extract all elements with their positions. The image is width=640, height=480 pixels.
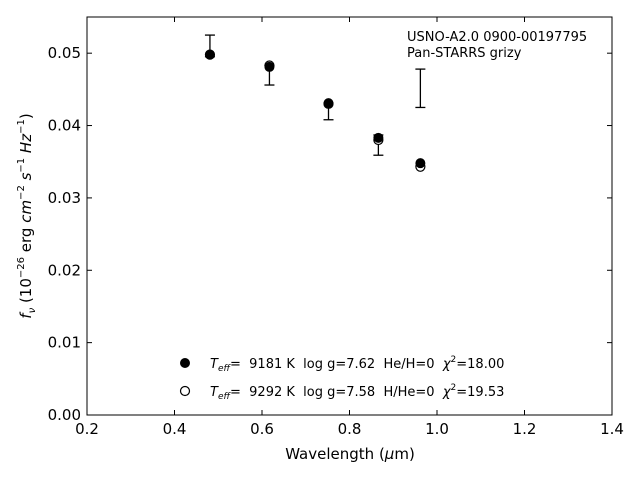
- annotation-block: USNO-A2.0 0900-00197795 Pan-STARRS grizy: [407, 30, 587, 61]
- annotation-line-1: USNO-A2.0 0900-00197795: [407, 30, 587, 45]
- y-tick-label: 0.00: [48, 406, 81, 424]
- x-tick-label: 1.2: [513, 420, 537, 438]
- plot-frame: [86, 16, 613, 416]
- model-point-filled: [264, 61, 275, 72]
- x-tick-label: 0.4: [163, 420, 187, 438]
- legend-entry-1: Teff= 9181 K log g=7.62 He/H=0 χ2=18.00: [210, 355, 504, 374]
- legend-entry-2: Teff= 9292 K log g=7.58 H/He=0 χ2=19.53: [210, 383, 504, 402]
- legend-marker-open: [179, 385, 191, 397]
- legend: Teff= 9181 K log g=7.62 He/H=0 χ2=18.00 …: [179, 355, 504, 402]
- legend-marker-filled: [180, 358, 190, 368]
- x-tick-label: 1.0: [425, 420, 449, 438]
- model-point-filled: [415, 158, 426, 169]
- y-tick-label: 0.01: [48, 334, 81, 352]
- x-tick-label: 0.8: [338, 420, 362, 438]
- annotation-line-2: Pan-STARRS grizy: [407, 46, 522, 61]
- y-tick-label: 0.05: [48, 44, 81, 62]
- y-tick-label: 0.03: [48, 189, 81, 207]
- x-tick-label: 0.6: [250, 420, 274, 438]
- model-point-filled: [323, 98, 334, 109]
- y-tick-label: 0.04: [48, 117, 81, 135]
- y-tick-label: 0.02: [48, 261, 81, 279]
- x-tick-label: 0.2: [75, 420, 99, 438]
- y-axis-label: fν (10−26 erg cm−2 s−1 Hz−1): [16, 113, 38, 318]
- x-tick-label: 1.4: [600, 420, 624, 438]
- model-point-filled: [373, 132, 384, 143]
- model-point-filled: [204, 49, 215, 60]
- x-axis-label: Wavelength (μm): [285, 445, 415, 463]
